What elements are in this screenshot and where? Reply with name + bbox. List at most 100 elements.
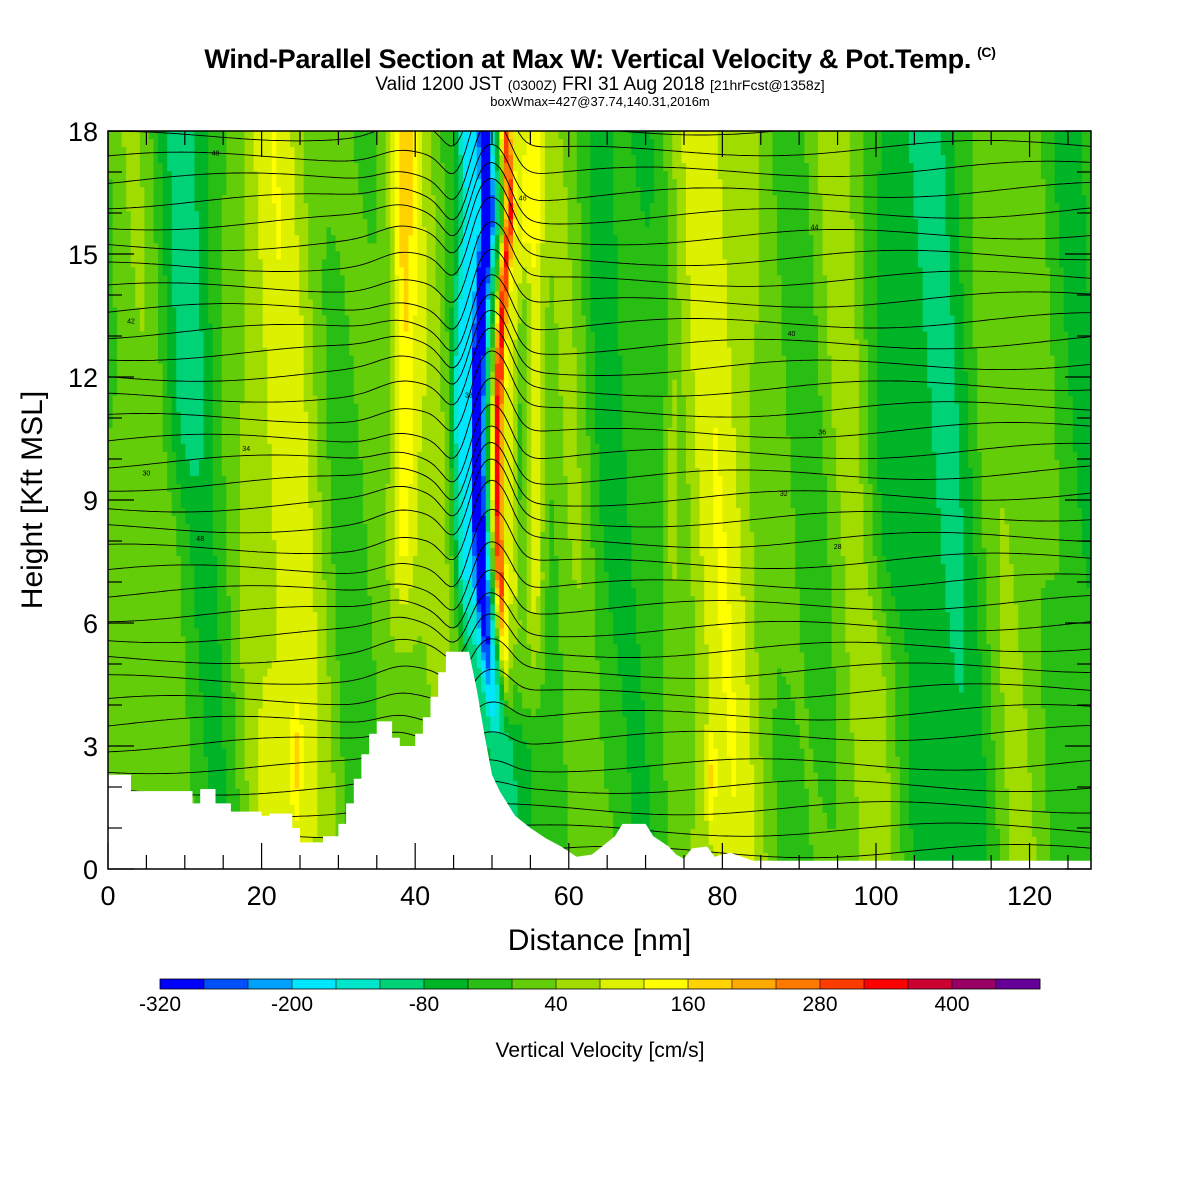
x-tick-label: 60: [554, 881, 584, 911]
theta-contour-line: [108, 309, 1091, 385]
theta-contour-line: [108, 196, 1091, 276]
theta-contour-line: [108, 404, 1091, 483]
terrain-mask: [108, 651, 1091, 869]
theta-contour-line: [108, 143, 1091, 221]
colorbar-label: Vertical Velocity [cm/s]: [496, 1039, 705, 1062]
copyright-mark: (C): [977, 44, 996, 60]
theta-contour-line: [108, 458, 1091, 536]
colorbar-swatch: [996, 979, 1041, 989]
theta-contour-line: [108, 479, 1091, 561]
chart-subtitle: Valid 1200 JST (0300Z) FRI 31 Aug 2018 […: [0, 74, 1200, 96]
y-tick-label: 12: [68, 363, 98, 393]
y-tick-label: 18: [68, 117, 98, 147]
y-axis-label: Height [Kft MSL]: [16, 391, 49, 609]
theta-contour-line: [108, 177, 1091, 254]
x-tick-label: 20: [247, 881, 277, 911]
colorbar-swatch: [160, 979, 205, 989]
colorbar-swatch: [424, 979, 469, 989]
contour-label: 32: [780, 491, 788, 498]
colorbar-tick-label: -80: [409, 993, 439, 1016]
theta-contour-line: [108, 751, 1091, 775]
valid-time: Valid 1200 JST: [375, 74, 503, 95]
box-info: boxWmax=427@37.74,140.31,2016m: [490, 94, 710, 109]
valid-date: FRI 31 Aug 2018: [562, 74, 705, 95]
chart-title: Wind-Parallel Section at Max W: Vertical…: [0, 44, 1200, 75]
contour-label: 44: [811, 224, 819, 231]
contour-label: 48: [212, 151, 220, 158]
colorbar-tick-label: -320: [139, 993, 181, 1016]
contour-label: 30: [143, 470, 151, 477]
valid-time-utc: (0300Z): [507, 77, 557, 93]
theta-contour-line: [108, 569, 1091, 629]
forecast-info: [21hrFcst@1358z]: [709, 77, 825, 93]
colorbar-tick-label: 280: [802, 993, 837, 1016]
colorbar-swatch: [512, 979, 557, 989]
y-tick-label: 3: [83, 732, 98, 762]
colorbar-swatch: [776, 979, 821, 989]
contour-label: 46: [519, 196, 527, 203]
theta-contour-line: [108, 668, 1091, 707]
contour-label: 40: [788, 331, 796, 338]
contour-label: 28: [834, 544, 842, 551]
theta-contour-line: [108, 592, 1091, 644]
theta-contour-line: [108, 327, 1091, 406]
theta-contour-line: [108, 613, 1091, 664]
colorbar-swatch: [292, 979, 337, 989]
theta-contour-line: [108, 248, 1091, 330]
colorbar-swatch: [732, 979, 777, 989]
theta-contour-line: [108, 725, 1091, 753]
colorbar-swatch: [952, 979, 997, 989]
theta-contour-line: [108, 508, 1091, 587]
contour-label: 36: [818, 429, 826, 436]
colorbar-swatch: [820, 979, 865, 989]
theta-contour-line: [108, 350, 1091, 432]
colorbar-swatch: [248, 979, 293, 989]
colorbar: -320 -200 -80 40 160 280 400 Vertical Velocity …: [139, 978, 1041, 1062]
theta-contour-line: [108, 293, 1091, 369]
contour-label: 48: [196, 536, 204, 543]
theta-contour-line: [108, 131, 781, 147]
colorbar-tick-label: 160: [670, 993, 705, 1016]
colorbar-swatch: [644, 979, 689, 989]
colorbar-swatch: [864, 979, 909, 989]
colorbar-swatch: [468, 979, 513, 989]
theta-contour-line: [108, 131, 1091, 174]
contour-label: 38: [465, 393, 473, 400]
contour-label: 34: [242, 446, 250, 453]
x-tick-label: 100: [853, 881, 898, 911]
colorbar-tick-label: 40: [544, 993, 567, 1016]
colorbar-swatch: [380, 979, 425, 989]
y-tick-label: 15: [68, 240, 98, 270]
velocity-field: [108, 131, 1091, 869]
theta-contour-line: [108, 274, 1091, 352]
x-tick-label: 40: [400, 881, 430, 911]
theta-contour-line: [108, 541, 1091, 611]
x-tick-label: 80: [707, 881, 737, 911]
x-tick-label: 120: [1007, 881, 1052, 911]
colorbar-swatch: [204, 979, 249, 989]
colorbar-tick-label: -200: [271, 993, 313, 1016]
y-tick-label: 6: [83, 609, 98, 639]
theta-contour-line: [108, 771, 1091, 796]
colorbar-swatch: [556, 979, 601, 989]
contour-label: 42: [127, 319, 135, 326]
terrain: [108, 651, 1091, 869]
colorbar-tick-label: 400: [934, 993, 969, 1016]
theta-contour-line: [108, 162, 1091, 237]
colorbar-swatch: [908, 979, 953, 989]
theta-contour-line: [108, 442, 1091, 517]
theta-contour-line: [108, 131, 1091, 200]
chart-title-text: Wind-Parallel Section at Max W: Vertical…: [204, 44, 972, 74]
theta-contour-line: [108, 425, 1091, 501]
y-tick-label: 9: [83, 486, 98, 516]
x-axis-label: Distance [nm]: [508, 924, 691, 957]
theta-contour-line: [108, 377, 1091, 459]
colorbar-swatch: [336, 979, 381, 989]
colorbar-swatch: [600, 979, 645, 989]
y-tick-label: 0: [83, 855, 98, 885]
theta-contour-line: [108, 221, 1091, 303]
theta-contour-line: [108, 701, 1091, 731]
theta-contour-line: [108, 638, 1091, 685]
